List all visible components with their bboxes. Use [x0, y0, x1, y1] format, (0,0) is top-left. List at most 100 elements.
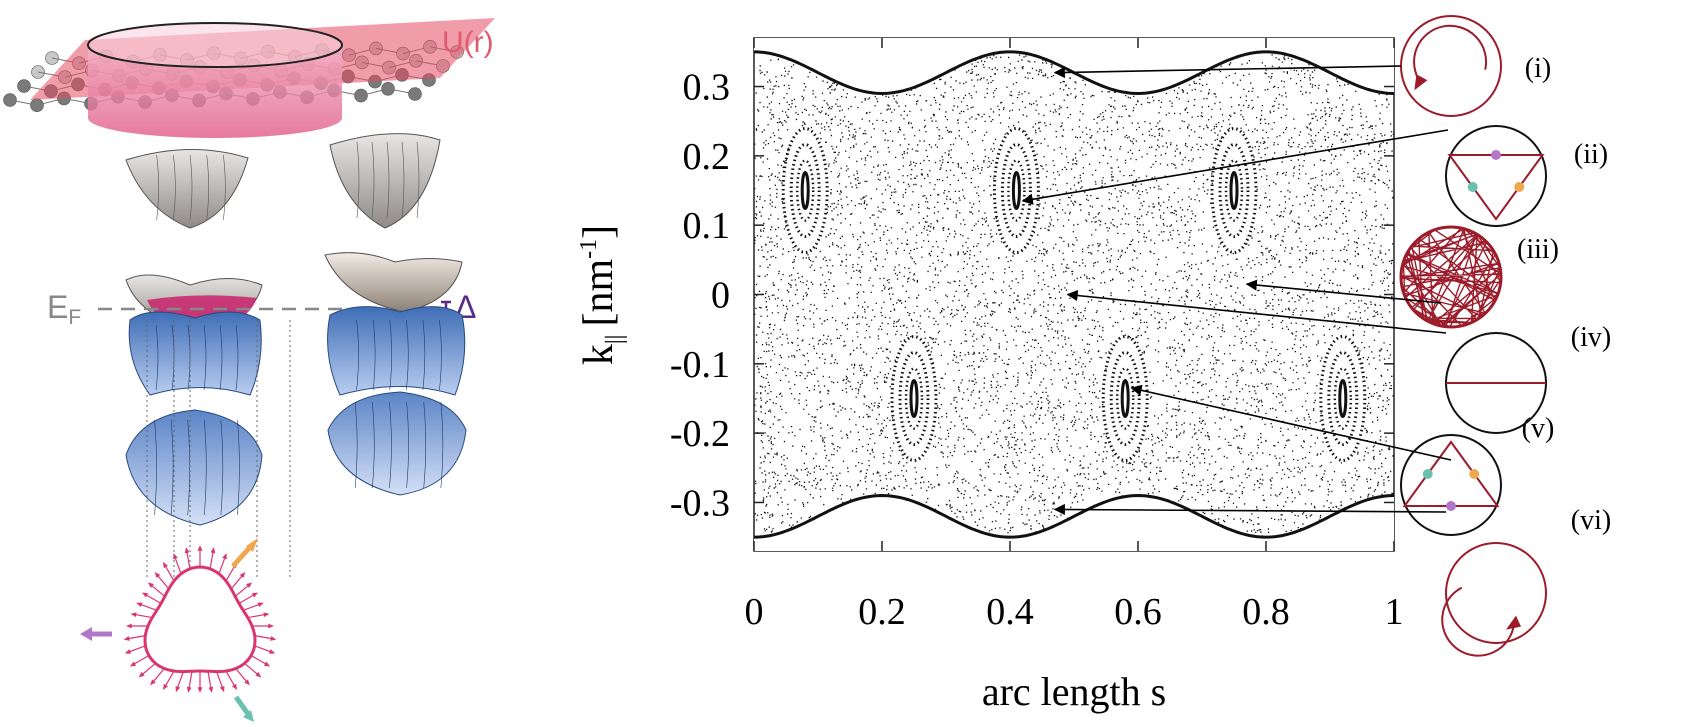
surface-grid-line: [423, 401, 427, 489]
radial-arrow-head: [251, 592, 259, 598]
radial-arrow-head: [138, 671, 145, 678]
radial-velocity-arrow: [234, 584, 250, 597]
velocity-marker: [1469, 469, 1480, 479]
radial-arrow-head: [173, 553, 178, 560]
surface-grid-line: [220, 419, 224, 516]
island-ring: [800, 171, 810, 211]
orbit-insets: (i) (ii) (iii) (iv) (v) (vi): [1399, 15, 1611, 657]
y-axis-label: k||[nm-1]: [576, 225, 628, 365]
radial-arrow-head: [255, 671, 262, 678]
velocity-marker: [1422, 469, 1433, 479]
radial-arrow-head: [154, 571, 161, 578]
y-tick-label: 0.2: [683, 136, 731, 178]
orbit-label: (i): [1525, 53, 1551, 84]
radial-velocity-arrow: [164, 670, 175, 687]
x-tick-label: 1: [1385, 591, 1404, 633]
island-upper-2: [1210, 127, 1258, 255]
band-structure-illustration: U(r) EF Δ: [3, 18, 495, 722]
carbon-atom: [408, 87, 422, 101]
island-ring: [890, 334, 938, 462]
orbit-inset-iii: (iii): [1399, 225, 1559, 329]
island-lower-2: [1319, 334, 1367, 462]
radial-velocity-arrow: [188, 671, 193, 690]
projection-lines: [146, 320, 291, 580]
x-tick-label: 0: [745, 591, 764, 633]
surface-grid-line: [237, 419, 240, 516]
radial-velocity-arrow: [254, 645, 272, 653]
radial-arrow-head: [197, 687, 203, 693]
island-ring: [795, 159, 815, 222]
island-ring: [1115, 367, 1135, 430]
island-ring: [1229, 171, 1239, 211]
lower-boundary: [754, 495, 1394, 551]
surface-grid-line: [156, 154, 159, 221]
surface-grid-line: [356, 141, 360, 219]
island-lower-1: [1101, 334, 1149, 462]
y-tick-label: 0.1: [683, 205, 731, 247]
orbit-path: [1400, 227, 1502, 328]
island-ring: [1327, 350, 1359, 446]
surface-grid-line: [356, 319, 359, 391]
island-ring: [1210, 127, 1258, 255]
island-ring: [1011, 171, 1021, 211]
radial-arrow-head: [270, 636, 277, 641]
island-ring: [1333, 367, 1353, 430]
y-tick-label: -0.3: [670, 482, 730, 524]
poincare-section-plot: 0.3 0.2 0.1 0 -0.1 -0.2 -0.3 0 0.2 0.4 0.6 0.8 1 ar…: [576, 37, 1404, 714]
pointer-arrow: [1130, 384, 1452, 461]
island-ring: [789, 143, 821, 239]
surface-grid-line: [440, 401, 444, 489]
orbit-label: (iii): [1517, 234, 1559, 265]
radial-arrow-head: [136, 602, 143, 608]
island-ring: [1101, 334, 1149, 462]
surface-grid-line: [154, 419, 157, 516]
orbit-inset-i: (i): [1400, 15, 1551, 117]
billiard-boundary-outline: [1399, 225, 1503, 329]
island-ring: [781, 127, 829, 255]
radial-arrow-head: [210, 547, 216, 554]
radial-velocity-arrow: [145, 593, 162, 605]
pointer-arrow: [1053, 503, 1447, 516]
island-ring: [1000, 143, 1032, 239]
island-ring: [1109, 350, 1141, 446]
x-axis-ticks: 0 0.2 0.4 0.6 0.8 1: [745, 38, 1404, 633]
radial-arrow-head: [263, 612, 270, 618]
radial-velocity-arrow: [133, 654, 150, 666]
surface-grid-line: [371, 401, 375, 489]
surface-grid-line: [406, 401, 409, 489]
radial-velocity-arrow: [218, 556, 226, 575]
radial-velocity-arrow: [139, 603, 158, 611]
radial-arrow-head: [208, 686, 214, 693]
surface-grid-line: [219, 324, 223, 391]
potential-label: U(r): [442, 26, 494, 59]
billiard-boundary: [1445, 542, 1547, 644]
x-tick-label: 0.2: [858, 591, 906, 633]
surface-grid-line: [171, 324, 175, 391]
surface-grid-line: [235, 324, 239, 391]
radial-arrow-head: [268, 649, 276, 654]
surface-grid-line: [386, 141, 390, 219]
radial-arrow-head: [232, 683, 237, 691]
radial-velocity-arrow: [235, 668, 248, 683]
orbit-path: [1413, 24, 1488, 83]
fermi-contour-line: [143, 565, 257, 674]
radial-velocity-arrow: [152, 668, 165, 683]
radial-velocity-arrow: [127, 635, 146, 640]
x-axis-label: arc length s: [982, 669, 1166, 714]
orbit-inset-vi: (vi): [1441, 505, 1611, 657]
island-upper-1: [992, 127, 1040, 255]
radial-velocity-arrow: [156, 574, 170, 590]
radial-arrow-head: [129, 661, 137, 667]
surface-grid-line: [187, 419, 191, 516]
island-ring: [898, 350, 930, 446]
radial-velocity-arrow: [176, 671, 184, 689]
surface-grid-line: [206, 154, 209, 221]
surface-grid-line: [203, 419, 207, 516]
y-tick-label: 0: [711, 275, 730, 317]
radial-arrow-head: [268, 623, 274, 629]
velocity-arrow-teal: [233, 695, 254, 722]
velocity-marker: [1514, 182, 1525, 192]
island-ring: [1224, 159, 1244, 222]
